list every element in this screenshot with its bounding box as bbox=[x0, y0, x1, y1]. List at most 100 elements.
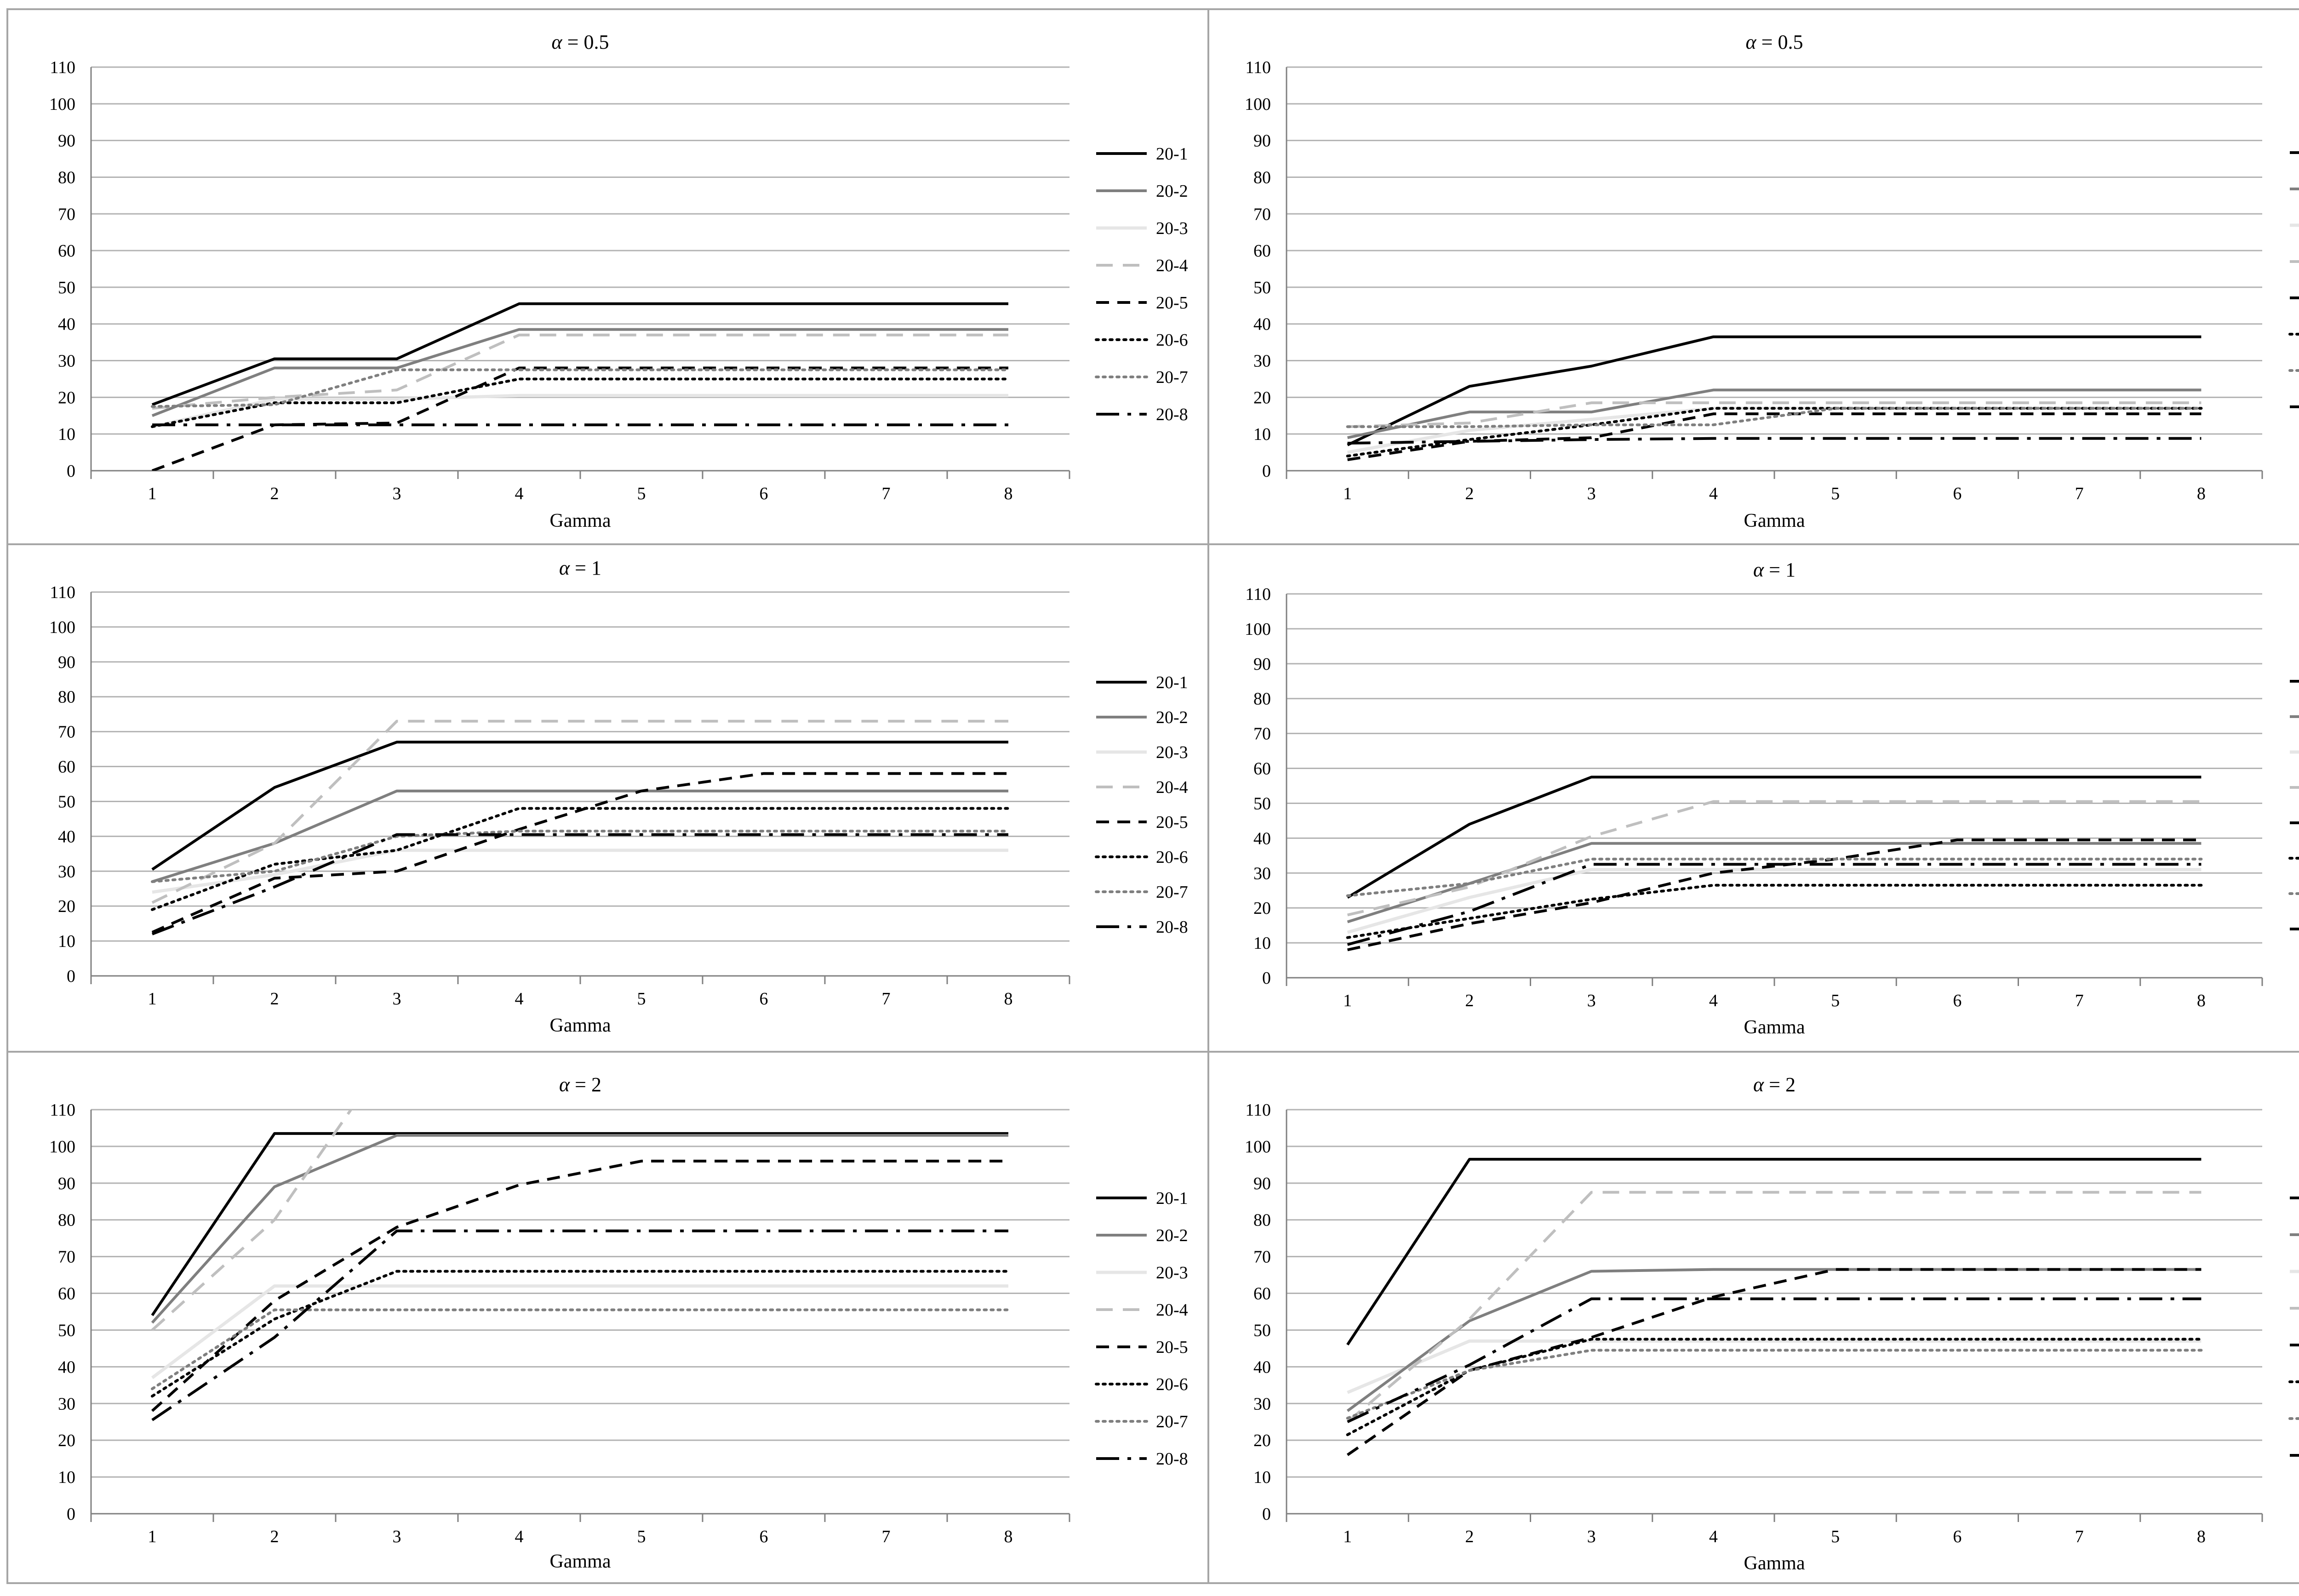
y-tick-label: 50 bbox=[1253, 794, 1271, 813]
legend-label-20-1: 20-1 bbox=[1156, 673, 1188, 692]
x-tick-label: 5 bbox=[1831, 484, 1840, 503]
x-tick-label: 6 bbox=[1953, 484, 1962, 503]
x-axis-label: Gamma bbox=[550, 510, 611, 531]
series-line-20-1 bbox=[151, 741, 1008, 871]
series-line-20-5 bbox=[151, 772, 1008, 934]
legend: 40-140-240-340-440-540-640-740-8 bbox=[2288, 1197, 2299, 1457]
legend-label-20-6: 20-6 bbox=[1156, 848, 1188, 867]
y-tick-label: 20 bbox=[58, 1431, 75, 1450]
series-line-40-6 bbox=[1346, 1338, 2203, 1436]
x-tick-label: 1 bbox=[148, 484, 157, 503]
y-tick-label: 80 bbox=[58, 688, 75, 707]
y-tick-label: 90 bbox=[58, 653, 75, 672]
y-tick-label: 40 bbox=[1253, 315, 1271, 334]
y-tick-label: 80 bbox=[58, 168, 75, 187]
chart-p1: 0 10 20 30 40 50 60 70 80 90 100 110 1 2 3 4 5 6 7 8 Gamma α … bbox=[49, 31, 1188, 531]
chart-title: α = 1 bbox=[559, 557, 601, 579]
y-tick-label: 70 bbox=[58, 723, 75, 742]
x-tick-label: 4 bbox=[515, 484, 524, 503]
panel-top-left: 0 10 20 30 40 50 60 70 80 90 100 110 1 2 3 4 5 6 7 8 Gamma α … bbox=[6, 8, 1209, 545]
legend-label-20-1: 20-1 bbox=[1156, 1189, 1188, 1208]
y-tick-label: 30 bbox=[58, 352, 75, 371]
y-tick-label: 110 bbox=[1245, 58, 1271, 77]
x-tick-label: 2 bbox=[1465, 991, 1474, 1010]
y-tick-label: 40 bbox=[58, 827, 75, 846]
legend: 40-140-240-340-440-540-640-740-8 bbox=[2288, 151, 2299, 408]
x-tick-label: 8 bbox=[2197, 1527, 2206, 1546]
chart-p3: 0 10 20 30 40 50 60 70 80 90 100 110 1 2 3 4 5 6 7 8 Gamma α … bbox=[49, 557, 1188, 1036]
y-tick-label: 40 bbox=[1253, 1357, 1271, 1377]
x-tick-label: 8 bbox=[1004, 484, 1013, 503]
series-line-20-8 bbox=[151, 833, 1008, 935]
y-tick-label: 90 bbox=[1253, 1174, 1271, 1193]
series-line-20-7 bbox=[151, 830, 1010, 883]
x-tick-label: 5 bbox=[637, 989, 646, 1009]
x-axis-label: Gamma bbox=[550, 1015, 611, 1036]
x-axis-label: Gamma bbox=[550, 1551, 611, 1572]
series-line-40-1 bbox=[1347, 335, 2202, 446]
series-line-40-6 bbox=[1346, 884, 2203, 939]
y-tick-label: 40 bbox=[58, 315, 75, 334]
x-tick-label: 5 bbox=[637, 484, 646, 503]
x-tick-label: 7 bbox=[2075, 484, 2084, 503]
x-tick-label: 6 bbox=[760, 484, 768, 503]
x-tick-label: 3 bbox=[1587, 991, 1596, 1010]
y-tick-label: 0 bbox=[67, 462, 75, 481]
y-tick-label: 30 bbox=[1253, 352, 1271, 371]
y-tick-label: 80 bbox=[1253, 1211, 1271, 1230]
x-tick-label: 2 bbox=[270, 989, 279, 1009]
series-line-20-1 bbox=[151, 1132, 1008, 1317]
series-line-40-1 bbox=[1346, 1157, 2202, 1346]
x-axis-label: Gamma bbox=[1744, 510, 1805, 531]
legend-label-20-2: 20-2 bbox=[1156, 708, 1188, 727]
x-tick-label: 7 bbox=[2075, 991, 2084, 1010]
series-line-20-3 bbox=[152, 849, 1008, 894]
y-tick-label: 110 bbox=[50, 1100, 75, 1120]
x-tick-label: 3 bbox=[393, 989, 401, 1009]
y-tick-label: 40 bbox=[1253, 829, 1271, 848]
series-line-20-8 bbox=[151, 1229, 1008, 1421]
chart-title: α = 2 bbox=[1753, 1073, 1796, 1096]
legend: 40-140-240-340-440-540-640-740-8 bbox=[2288, 680, 2299, 930]
y-tick-label: 10 bbox=[58, 1468, 75, 1487]
x-tick-label: 4 bbox=[1709, 1527, 1718, 1546]
legend: 20-1 20-2 20-3 20-4 20-5 20-6 20-7 20-8 bbox=[1095, 144, 1188, 424]
y-tick-label: 0 bbox=[67, 1505, 75, 1524]
y-tick-label: 0 bbox=[1262, 462, 1271, 481]
y-tick-label: 70 bbox=[1253, 205, 1271, 224]
x-tick-label: 8 bbox=[1004, 1527, 1013, 1546]
x-tick-label: 2 bbox=[1465, 1527, 1474, 1546]
y-tick-label: 20 bbox=[58, 388, 75, 407]
y-tick-label: 50 bbox=[58, 1321, 75, 1340]
y-tick-label: 30 bbox=[1253, 1394, 1271, 1414]
y-tick-label: 50 bbox=[1253, 1321, 1271, 1340]
x-tick-label: 3 bbox=[1587, 484, 1596, 503]
y-tick-label: 20 bbox=[1253, 388, 1271, 407]
chart-title: α = 0.5 bbox=[552, 31, 609, 53]
series-line-40-3 bbox=[1347, 1339, 2202, 1394]
legend-label-20-7: 20-7 bbox=[1156, 368, 1188, 387]
legend-label-20-2: 20-2 bbox=[1156, 1226, 1188, 1245]
y-tick-label: 100 bbox=[49, 1137, 75, 1157]
y-tick-label: 0 bbox=[1262, 1505, 1271, 1524]
chart-p6: 0 10 20 30 40 50 60 70 80 90 100 110 1 2 3 4 5 6 7 8 Gamma α … bbox=[1245, 1073, 2299, 1574]
series-line-40-6 bbox=[1346, 407, 2203, 458]
series-line-40-2 bbox=[1347, 388, 2202, 439]
legend-label-20-3: 20-3 bbox=[1156, 219, 1188, 238]
y-tick-label: 60 bbox=[58, 241, 75, 261]
series-line-20-2 bbox=[151, 328, 1008, 417]
y-tick-label: 60 bbox=[1253, 241, 1271, 261]
y-tick-label: 80 bbox=[1253, 690, 1271, 709]
y-tick-label: 70 bbox=[58, 205, 75, 224]
legend: 20-1 20-2 20-3 20-4 20-5 20-6 20-7 20-8 bbox=[1095, 673, 1188, 937]
y-tick-label: 20 bbox=[58, 897, 75, 916]
y-tick-label: 90 bbox=[1253, 655, 1271, 674]
chart-p5: 0 10 20 30 40 50 60 70 80 90 100 110 1 2 3 4 5 6 7 8 Gamma α … bbox=[49, 1073, 1188, 1572]
series-line-20-6 bbox=[151, 807, 1010, 911]
x-tick-label: 4 bbox=[515, 1527, 524, 1546]
chart-title: α = 2 bbox=[559, 1073, 601, 1096]
x-tick-label: 1 bbox=[1343, 1527, 1352, 1546]
x-tick-label: 6 bbox=[760, 1527, 768, 1546]
legend-label-20-4: 20-4 bbox=[1156, 1300, 1188, 1320]
y-tick-label: 50 bbox=[58, 278, 75, 297]
